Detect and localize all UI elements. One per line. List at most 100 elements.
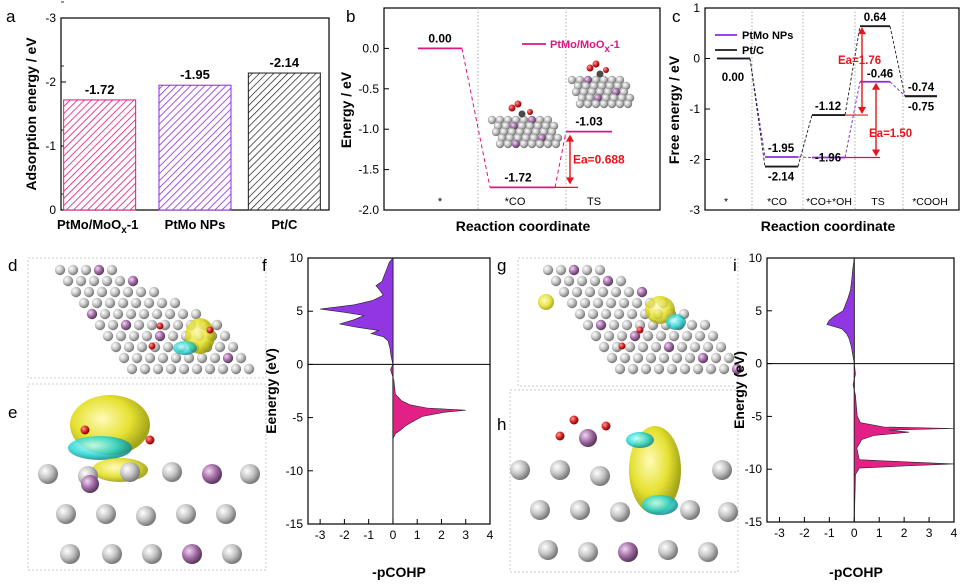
structure-atom [93,264,105,276]
oxygen-atom [636,326,644,334]
f-content-ytick-label: -5 [292,411,303,425]
structure-atom [157,352,169,364]
inset-c-atom [518,110,526,118]
structure-atom [550,275,562,287]
b-connector [461,48,491,188]
c-state-label: * [724,196,728,208]
c-connector [797,156,813,158]
b-state-label: *CO [505,196,526,208]
c-ea-label: Ea=1.76 [838,55,881,67]
structure-atom [164,308,176,320]
a-category-label: PtMo NPs [165,217,226,232]
panel-f-frame [307,257,491,525]
i-content-cohp-area [826,257,855,364]
structure-atom [637,341,649,353]
structure-atom [142,544,162,564]
structure-atom [126,363,138,375]
structure-atom [680,500,700,520]
structure-atom [718,363,730,375]
c-level-label: -0.46 [867,69,893,81]
inset-atom [511,139,521,149]
isosurface-cyan [68,436,132,460]
oxygen-atom [145,435,155,445]
c-level-label: 0.00 [722,72,744,84]
structure-atom [615,275,627,287]
c-connector [749,58,766,167]
structure-atom [60,544,80,564]
panel-a-bar-chart: 0 -1 -2 -3 -1.72 -1.95 -2.14 PtMo/MoOx-1 PtMo … [23,1,330,236]
panel-c-ylabel: Free energy / eV [666,55,682,164]
structure-atom [671,352,683,364]
structure-atom [139,363,151,375]
a-ytick-label: 0 [49,203,56,217]
structure-atom [214,341,226,353]
structure-atom [148,286,160,298]
b-legend-label: PtMo/MoOx-1 [550,39,620,55]
panel-e-frame [27,383,267,571]
structure-atom [216,504,236,524]
structure-atom [590,466,610,486]
structure-atom [550,460,570,480]
panel-f-ylabel: Eenergy (eV) [263,348,279,434]
structure-atom [178,363,190,375]
a-ytick-label: -2 [45,75,56,89]
structure-atom [616,330,628,342]
panel-c-xlabel: Reaction coordinate [761,218,896,234]
i-content-ytick-label: 0 [755,357,762,371]
a-bar-value-label: -1.72 [85,82,115,97]
structure-atom [80,264,92,276]
i-content-ytick-label: 10 [749,251,763,265]
structure-atom [86,308,98,320]
inset-atom [567,75,577,85]
oxygen-atom [601,421,611,431]
structure-atom [117,297,129,309]
inset-atom [599,99,609,109]
isosurface-yellow [538,294,554,310]
structure-atom [718,502,738,522]
structure-atom [666,363,678,375]
panel-label-h: h [497,415,506,434]
b-connector [554,131,567,188]
structure-atom [595,319,607,331]
f-content-xtick-label: 1 [414,528,421,542]
structure-atom [614,363,626,375]
panel-label-g: g [497,256,506,275]
panel-label-e: e [8,403,17,422]
b-level-label: -1.03 [575,115,603,129]
structure-atom [723,352,735,364]
structure-atom [169,297,181,309]
panel-g-frame [517,257,739,387]
structure-atom [165,363,177,375]
structure-atom [579,297,591,309]
structure-atom [133,319,145,331]
f-content-cohp-area [390,364,466,525]
structure-atom [538,540,558,560]
structure-atom [606,352,618,364]
structure-atom [530,500,550,520]
c-connector [844,26,861,116]
structure-atom [136,506,156,526]
structure-atom [135,286,147,298]
structure-atom [118,352,130,364]
structure-atom [217,363,229,375]
panel-g-structure-top-view [517,257,743,387]
structure-atom [603,330,615,342]
panel-f-xlabel: -pCOHP [372,564,426,580]
panel-i-xlabel: -pCOHP [829,564,883,580]
structure-atom [621,319,633,331]
structure-atom [96,286,108,298]
structure-atom [102,330,114,342]
f-content-ytick-label: 10 [290,251,304,265]
structure-atom [653,363,665,375]
oxygen-atom [618,342,626,350]
structure-atom [227,341,239,353]
panel-h-frame [509,389,739,573]
structure-atom [608,319,620,331]
structure-atom [172,319,184,331]
inset-atom [615,99,625,109]
structure-atom [555,264,567,276]
panel-label-c: c [672,7,681,26]
c-level-label: -2.14 [768,172,795,184]
structure-atom [579,429,597,447]
